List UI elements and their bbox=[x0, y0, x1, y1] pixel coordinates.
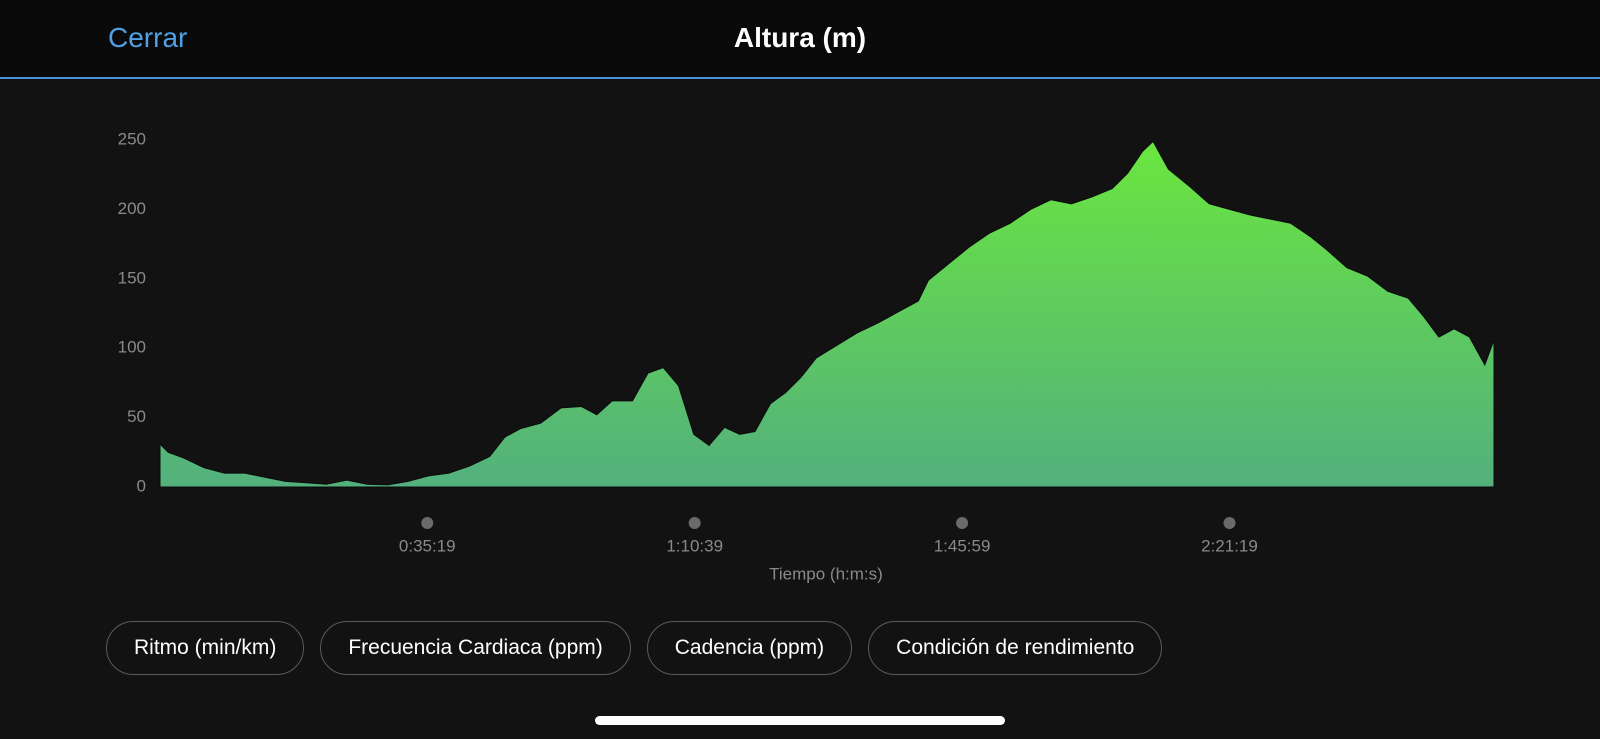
x-tick-dot bbox=[688, 517, 701, 529]
y-tick-label: 200 bbox=[118, 199, 146, 218]
x-tick-dot bbox=[421, 517, 434, 529]
x-tick-dot bbox=[1223, 517, 1236, 529]
home-indicator bbox=[595, 716, 1005, 725]
x-tick-label: 0:35:19 bbox=[399, 536, 456, 555]
y-tick-label: 100 bbox=[118, 338, 146, 357]
x-tick-dot bbox=[956, 517, 969, 529]
x-tick-label: 1:10:39 bbox=[666, 536, 723, 555]
close-button[interactable]: Cerrar bbox=[108, 22, 188, 53]
metric-button[interactable]: Frecuencia Cardiaca (ppm) bbox=[320, 621, 631, 675]
header: Cerrar Altura (m) bbox=[0, 0, 1600, 79]
y-tick-label: 250 bbox=[118, 129, 146, 148]
header-title: Altura (m) bbox=[733, 22, 867, 53]
chart: Tiempo (h:m:s) 0 50 100 150 200 250 0:35:19 1:1… bbox=[118, 129, 1495, 583]
x-tick-label: 2:21:19 bbox=[1201, 536, 1258, 555]
metric-button[interactable]: Ritmo (min/km) bbox=[106, 621, 305, 675]
x-tick-label: 1:45:59 bbox=[934, 536, 991, 555]
y-tick-label: 50 bbox=[127, 407, 146, 426]
metric-buttons: Ritmo (min/km) Frecuencia Cardiaca (ppm) C… bbox=[106, 621, 1163, 675]
metric-button[interactable]: Cadencia (ppm) bbox=[646, 621, 853, 675]
metric-button[interactable]: Condición de rendimiento bbox=[868, 621, 1163, 675]
elevation-area bbox=[159, 140, 1495, 488]
y-tick-label: 150 bbox=[118, 268, 146, 287]
x-axis-label: Tiempo (h:m:s) bbox=[769, 564, 883, 583]
y-tick-label: 0 bbox=[137, 476, 146, 495]
